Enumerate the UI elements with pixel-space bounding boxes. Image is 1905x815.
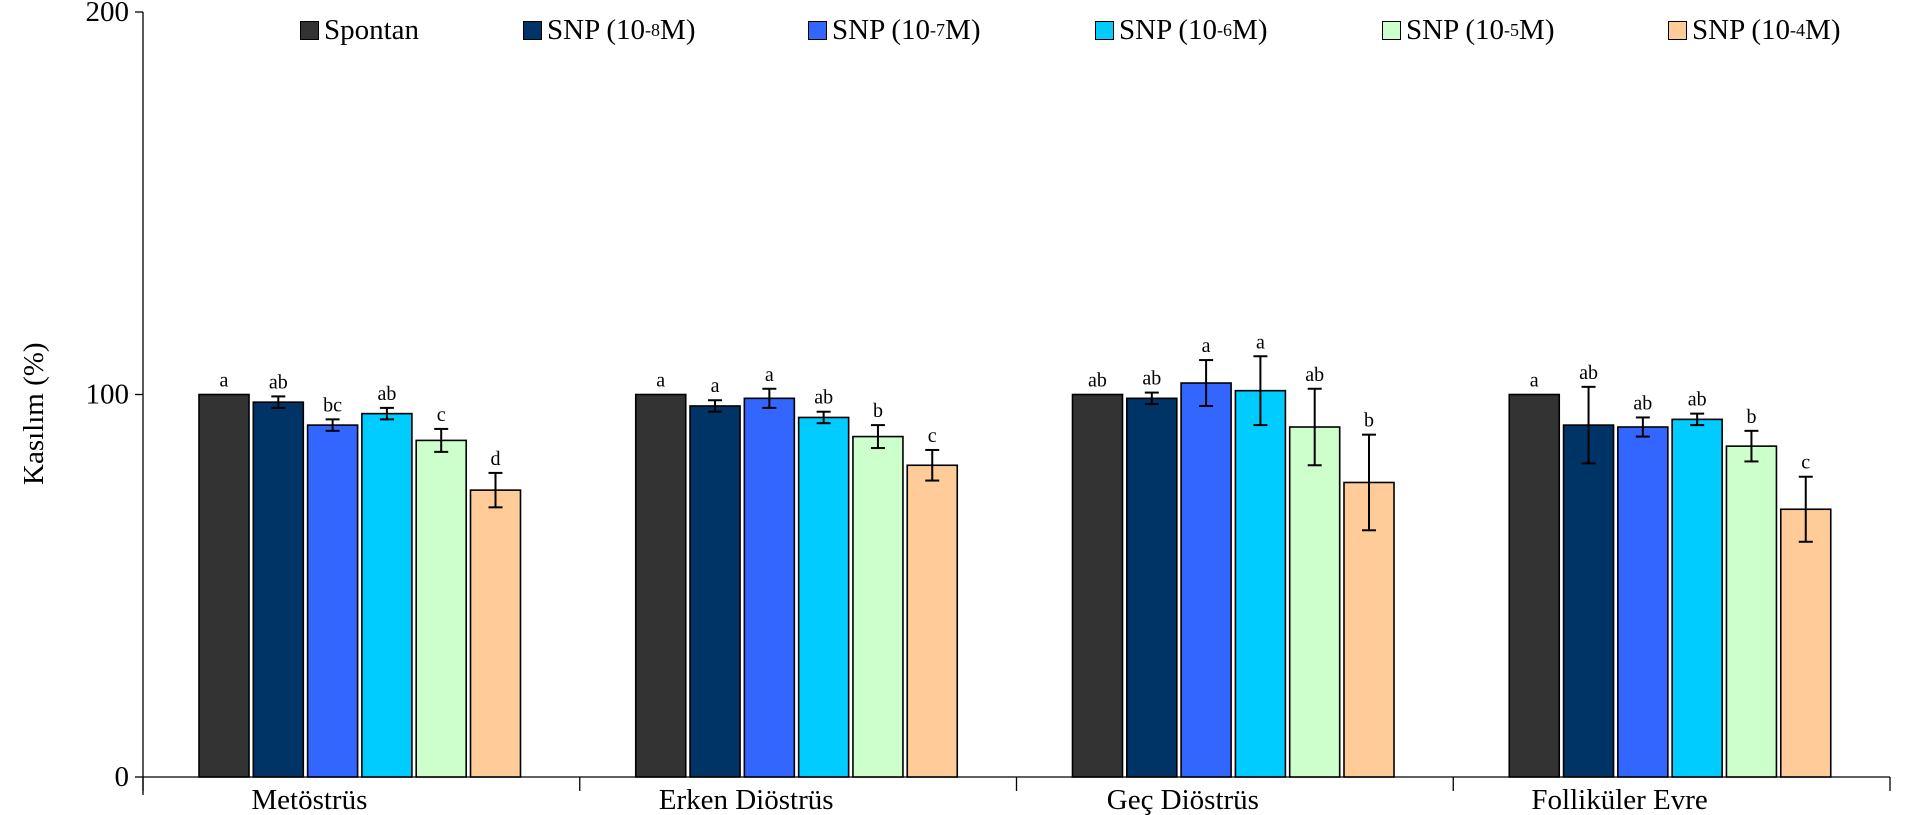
- bar: [689, 405, 741, 778]
- bar: [252, 401, 305, 778]
- data-label: ab: [269, 371, 288, 393]
- legend-swatch: [1382, 21, 1401, 40]
- bar: [1562, 424, 1615, 778]
- legend-swatch: [523, 21, 542, 40]
- data-label: a: [656, 370, 665, 392]
- legend-label: Spontan: [324, 14, 420, 46]
- legend-label: SNP (10: [1119, 14, 1218, 46]
- legend-swatch: [300, 21, 319, 40]
- bar: [852, 435, 904, 778]
- bar: [1126, 397, 1178, 778]
- data-label: bc: [323, 394, 342, 416]
- data-label: d: [491, 448, 501, 470]
- legend-label-tail: M): [660, 14, 696, 46]
- y-tick-label: 200: [86, 0, 130, 28]
- legend-label: SNP (10: [832, 14, 931, 46]
- bar: [634, 393, 687, 778]
- data-label: ab: [1633, 392, 1652, 414]
- bar: [306, 424, 359, 778]
- data-label: a: [711, 375, 720, 397]
- legend: Spontan SNP (10 -8 M) SNP (10 -7 M) SNP (10 -…: [300, 14, 1900, 54]
- data-label: b: [873, 400, 883, 422]
- legend-item: Spontan: [300, 14, 419, 47]
- x-tick-label: Geç Diöstrüs: [1107, 784, 1259, 815]
- legend-label: SNP (10: [1692, 14, 1791, 46]
- y-tick-label: 0: [115, 761, 130, 793]
- y-axis-title: Kasılım (%): [18, 342, 50, 485]
- legend-label-tail: M): [945, 14, 981, 46]
- x-tick-label: Metöstrüs: [251, 784, 367, 815]
- data-label: ab: [814, 387, 833, 409]
- x-tick-label: Erken Diöstrüs: [659, 784, 834, 815]
- legend-exponent: -4: [1790, 20, 1806, 40]
- data-label: a: [1202, 335, 1211, 357]
- data-label: ab: [1305, 364, 1324, 386]
- legend-item: SNP (10 -8 M): [523, 14, 695, 47]
- bar: [906, 464, 959, 778]
- bar: [1234, 389, 1287, 778]
- x-tick-label: Folliküler Evre: [1531, 784, 1707, 815]
- legend-item: SNP (10 -5 M): [1382, 14, 1554, 47]
- bar: [1288, 426, 1341, 778]
- data-label: a: [1530, 370, 1539, 392]
- bar: [1617, 426, 1669, 778]
- legend-swatch: [808, 21, 827, 40]
- bar: [415, 439, 468, 778]
- bar: [469, 489, 522, 778]
- bar: [743, 397, 796, 778]
- bar: [1508, 393, 1561, 778]
- data-label: b: [1746, 406, 1756, 428]
- y-tick-label: 100: [86, 379, 130, 411]
- data-label: a: [1256, 331, 1265, 353]
- data-label: ab: [377, 383, 396, 405]
- data-label: ab: [1142, 368, 1161, 390]
- data-label: a: [220, 370, 229, 392]
- legend-label: SNP (10: [547, 14, 646, 46]
- bar: [797, 416, 850, 778]
- data-label: c: [928, 425, 937, 447]
- legend-item: SNP (10 -6 M): [1095, 14, 1267, 47]
- legend-exponent: -8: [645, 20, 661, 40]
- data-label: c: [437, 404, 446, 426]
- legend-label-tail: M): [1519, 14, 1555, 46]
- bar: [1671, 418, 1723, 778]
- legend-exponent: -6: [1217, 20, 1233, 40]
- data-label: c: [1801, 452, 1810, 474]
- bar: [1071, 393, 1124, 778]
- legend-label-tail: M): [1805, 14, 1841, 46]
- data-label: ab: [1579, 362, 1598, 384]
- legend-item: SNP (10 -7 M): [808, 14, 980, 47]
- data-label: b: [1364, 410, 1374, 432]
- legend-swatch: [1095, 21, 1114, 40]
- bar: [1779, 508, 1832, 778]
- legend-exponent: -7: [930, 20, 946, 40]
- bar: [1343, 481, 1395, 778]
- bar: [198, 393, 250, 778]
- bar: [361, 412, 413, 778]
- data-label: ab: [1088, 370, 1107, 392]
- legend-item: SNP (10 -4 M): [1668, 14, 1840, 47]
- legend-label-tail: M): [1232, 14, 1268, 46]
- data-label: a: [765, 364, 774, 386]
- legend-swatch: [1668, 21, 1687, 40]
- bar: [1725, 445, 1778, 778]
- legend-exponent: -5: [1504, 20, 1520, 40]
- legend-label: SNP (10: [1406, 14, 1505, 46]
- data-label: ab: [1688, 389, 1707, 411]
- bar: [1180, 382, 1232, 778]
